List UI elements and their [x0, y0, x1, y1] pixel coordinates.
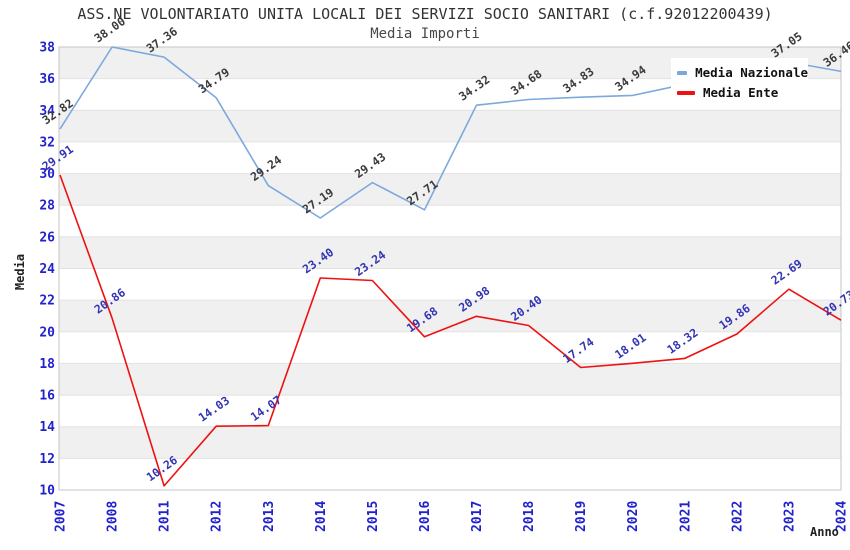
x-tick-label: 2020 — [626, 501, 641, 532]
legend-item-media-nazionale: Media Nazionale — [677, 63, 808, 83]
x-tick-label: 2011 — [158, 501, 173, 532]
x-tick-label: 2012 — [210, 501, 225, 532]
y-tick-label: 18 — [39, 357, 55, 372]
y-tick-label: 14 — [39, 420, 55, 435]
legend-label: Media Ente — [703, 84, 779, 100]
chart-subtitle: Media Importi — [370, 26, 480, 42]
y-tick-label: 28 — [39, 199, 55, 214]
x-tick-label: 2023 — [782, 501, 797, 532]
series-line-media-nazionale — [59, 46, 842, 219]
y-tick-label: 24 — [39, 262, 55, 277]
plot-band — [59, 458, 841, 490]
legend-swatch-red-line-icon — [677, 91, 695, 95]
y-tick-label: 34 — [39, 104, 55, 119]
legend-label: Media Nazionale — [695, 64, 808, 80]
plot-band — [59, 426, 841, 459]
y-tick-label: 22 — [39, 294, 55, 309]
plot-band — [59, 205, 841, 237]
y-axis-title: Media — [13, 254, 27, 290]
y-tick-label: 12 — [39, 452, 55, 467]
series-line-media-ente — [59, 174, 842, 487]
y-tick-label: 10 — [39, 484, 55, 499]
legend-swatch-blue-line-icon — [677, 71, 688, 75]
x-axis-title: Anno — [810, 525, 839, 539]
x-tick-label: 2007 — [54, 501, 69, 532]
plot-band — [59, 110, 841, 142]
plot-band — [59, 236, 841, 269]
x-tick-label: 2019 — [574, 501, 589, 532]
y-tick-label: 20 — [39, 325, 55, 340]
y-tick-label: 16 — [39, 389, 55, 404]
y-tick-label: 38 — [39, 41, 55, 56]
x-tick-label: 2008 — [106, 501, 121, 532]
y-tick-label: 30 — [39, 167, 55, 182]
plot-band — [59, 173, 841, 206]
plot-band — [59, 363, 841, 396]
x-tick-label: 2018 — [522, 501, 537, 532]
x-tick-label: 2022 — [730, 501, 745, 532]
x-tick-label: 2015 — [366, 501, 381, 532]
plot-border — [58, 46, 842, 491]
legend: Media Nazionale Media Ente — [671, 58, 808, 104]
x-tick-label: 2017 — [470, 501, 485, 532]
plot-band — [59, 331, 841, 364]
x-tick-label: 2014 — [314, 501, 329, 532]
y-tick-label: 26 — [39, 230, 55, 245]
chart-title: ASS.NE VOLONTARIATO UNITA LOCALI DEI SER… — [77, 5, 773, 23]
plot-band — [59, 395, 841, 427]
plot-band — [59, 268, 841, 301]
legend-item-media-ente: Media Ente — [677, 83, 808, 103]
x-tick-label: 2021 — [678, 501, 693, 532]
x-tick-label: 2016 — [418, 501, 433, 532]
x-tick-label: 2013 — [262, 501, 277, 532]
y-tick-label: 32 — [39, 135, 55, 150]
y-tick-label: 36 — [39, 72, 55, 87]
x-tick-label: 2024 — [835, 501, 850, 532]
data-label: 36.46 — [821, 38, 850, 69]
